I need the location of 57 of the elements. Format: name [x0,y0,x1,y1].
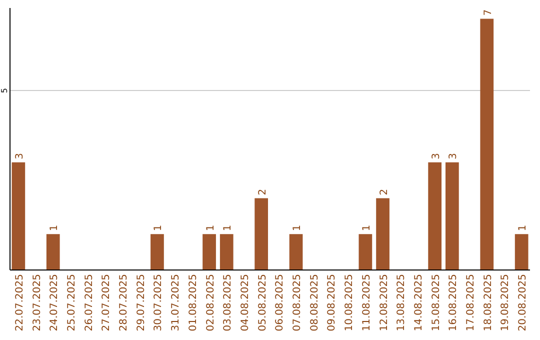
x-tick-label: 18.08.2025 [482,274,494,332]
x-tick-label: 28.07.2025 [118,274,130,332]
x-tick-label: 08.08.2025 [309,274,320,332]
bar [514,234,528,270]
x-tick-label: 17.08.2025 [466,274,477,332]
bar [220,234,234,270]
x-tick-label: 10.08.2025 [344,274,356,332]
data-label: 1 [361,224,372,232]
x-tick-label: 09.08.2025 [326,274,338,332]
x-tick-label: 27.07.2025 [101,274,112,332]
data-label: 2 [378,188,390,196]
x-tick-label: 01.08.2025 [188,274,199,332]
x-tick-label: 06.08.2025 [274,274,286,332]
data-label: 1 [205,224,216,232]
x-tick-label: 05.08.2025 [257,274,268,332]
data-label: 3 [14,152,26,160]
x-tick-label: 24.07.2025 [49,274,60,332]
data-label: 1 [153,224,164,232]
bar [150,234,164,270]
x-tick-label: 31.07.2025 [170,274,182,332]
x-tick-label: 23.07.2025 [32,274,43,332]
x-tick-label: 20.08.2025 [518,274,529,332]
bar [254,198,268,270]
x-tick-label: 03.08.2025 [222,274,234,332]
data-label: 3 [448,152,460,160]
x-tick-label: 26.07.2025 [84,274,95,332]
bar [480,18,494,270]
x-tick-label: 25.07.2025 [66,274,78,332]
bar [202,234,216,270]
x-tick-label: 02.08.2025 [205,274,216,332]
data-label: 1 [49,224,60,232]
bar [358,234,372,270]
x-tick-label: 04.08.2025 [240,274,251,332]
x-tick-label: 13.08.2025 [396,274,408,332]
data-label: 1 [292,224,304,232]
bar [428,162,442,270]
x-tick-label: 30.07.2025 [153,274,164,332]
data-label: 7 [482,9,494,16]
bar [12,162,26,270]
x-tick-label: 11.08.2025 [361,274,372,332]
x-tick-label: 07.08.2025 [292,274,304,332]
data-label: 1 [518,224,529,232]
x-tick-label: 19.08.2025 [500,274,512,332]
x-tick-label: 12.08.2025 [378,274,390,332]
bar [46,234,60,270]
data-label: 2 [257,188,268,196]
y-tick-label: 5 [0,88,9,94]
data-label: 3 [430,152,442,160]
bar [376,198,390,270]
x-tick-label: 14.08.2025 [413,274,424,332]
x-tick-label: 22.07.2025 [14,274,26,332]
data-label: 1 [222,224,234,232]
x-tick-label: 29.07.2025 [136,274,147,332]
x-tick-label: 15.08.2025 [430,274,442,332]
bar [446,162,459,270]
x-tick-label: 16.08.2025 [448,274,460,332]
bar [289,234,303,270]
